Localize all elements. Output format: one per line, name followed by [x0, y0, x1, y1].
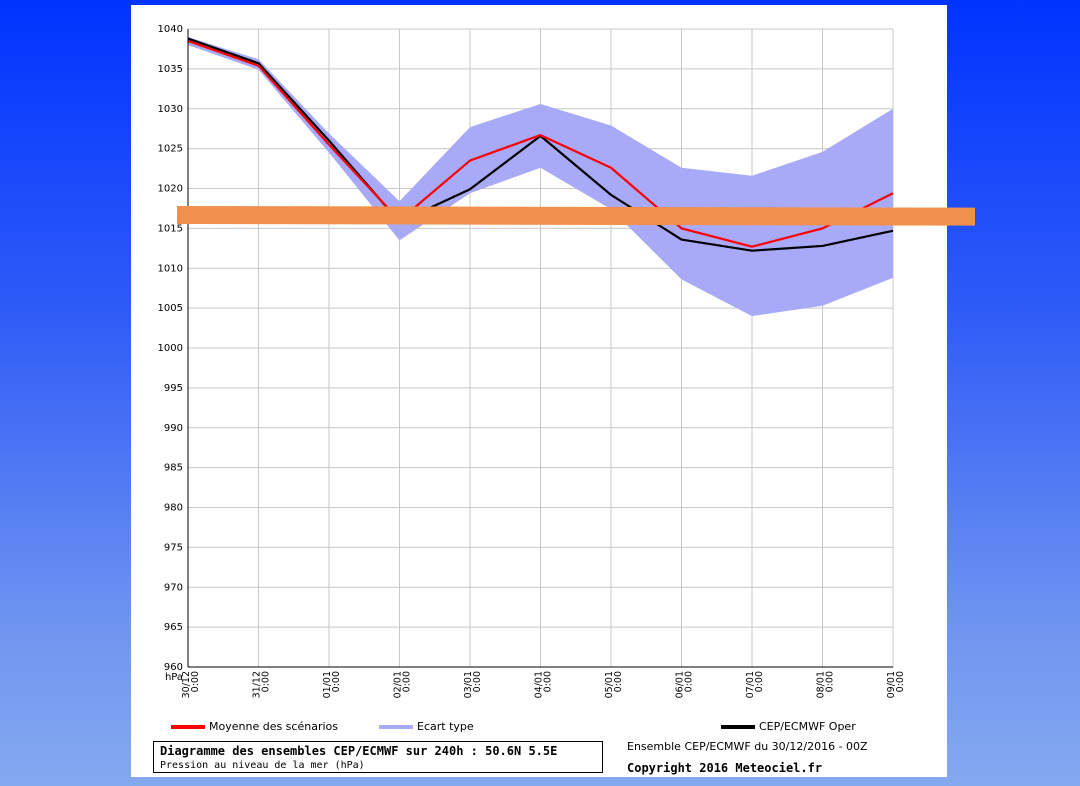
x-tick-label-date: 30/12	[181, 671, 192, 698]
x-tick-label-date: 08/01	[816, 671, 827, 698]
y-tick-label: 970	[164, 582, 183, 593]
x-tick-label-date: 05/01	[604, 671, 615, 698]
chart-panel: 1040 1035 1030 1025 1020 1015 1010 1005 1000 995 9…	[131, 5, 947, 777]
highlight-bar	[176, 206, 976, 226]
legend-swatch-stddev	[379, 724, 413, 729]
legend-label-mean: Moyenne des scénarios	[209, 720, 338, 733]
y-tick-label: 1030	[158, 104, 183, 115]
x-tick-label-date: 01/01	[322, 671, 333, 698]
x-tick-label-time: 0:00	[613, 671, 624, 692]
x-tick-label-time: 0:00	[190, 671, 201, 692]
y-tick-label: 1000	[158, 343, 183, 354]
series-line-mean	[187, 39, 894, 248]
y-tick-label: 990	[164, 423, 183, 434]
legend-swatch-mean	[171, 724, 205, 729]
x-tick-label-time: 0:00	[543, 671, 554, 692]
y-axis-unit-label: hPa	[165, 672, 183, 683]
y-tick-label: 1035	[158, 64, 183, 75]
chart-subtitle: Pression au niveau de la mer (hPa)	[160, 760, 365, 771]
x-tick-label-time: 0:00	[895, 671, 906, 692]
x-tick-label-time: 0:00	[331, 671, 342, 692]
y-tick-label: 995	[164, 383, 183, 394]
y-tick-label: 1025	[158, 144, 183, 155]
stddev-band	[188, 36, 893, 317]
x-tick-label-time: 0:00	[825, 671, 836, 692]
x-tick-label-date: 04/01	[534, 671, 545, 698]
copyright: Copyright 2016 Meteociel.fr	[627, 761, 823, 775]
legend-label-oper: CEP/ECMWF Oper	[759, 720, 856, 733]
legend-label-stddev: Ecart type	[417, 720, 474, 733]
x-tick-label-date: 03/01	[463, 671, 474, 698]
x-tick-label-date: 31/12	[252, 671, 263, 698]
y-tick-label: 985	[164, 463, 183, 474]
legend-item-stddev: Ecart type	[379, 720, 474, 733]
y-tick-label: 1010	[158, 263, 183, 274]
legend-item-oper: CEP/ECMWF Oper	[721, 720, 856, 733]
y-tick-label: 1020	[158, 184, 183, 195]
x-tick-label-date: 06/01	[675, 671, 686, 698]
legend-item-mean: Moyenne des scénarios	[171, 720, 338, 733]
x-tick-label-time: 0:00	[754, 671, 765, 692]
y-tick-label: 975	[164, 542, 183, 553]
y-tick-label: 1040	[158, 24, 183, 35]
x-tick-label-time: 0:00	[261, 671, 272, 692]
x-tick-label-date: 09/01	[886, 671, 897, 698]
legend-swatch-oper	[721, 724, 755, 729]
x-tick-label-time: 0:00	[402, 671, 413, 692]
y-tick-label: 1015	[158, 223, 183, 234]
x-tick-label-time: 0:00	[684, 671, 695, 692]
y-tick-label: 960	[164, 662, 183, 673]
pressure-chart: 1040 1035 1030 1025 1020 1015 1010 1005 1000 995 9…	[158, 24, 906, 698]
x-tick-label-time: 0:00	[472, 671, 483, 692]
y-tick-label: 965	[164, 622, 183, 633]
chart-title-box: Diagramme des ensembles CEP/ECMWF sur 24…	[153, 741, 603, 773]
x-tick-label-date: 07/01	[745, 671, 756, 698]
y-tick-label: 980	[164, 503, 183, 514]
x-tick-label-date: 02/01	[393, 671, 404, 698]
run-info: Ensemble CEP/ECMWF du 30/12/2016 - 00Z	[627, 740, 868, 753]
chart-title: Diagramme des ensembles CEP/ECMWF sur 24…	[160, 744, 558, 758]
y-tick-label: 1005	[158, 303, 183, 314]
